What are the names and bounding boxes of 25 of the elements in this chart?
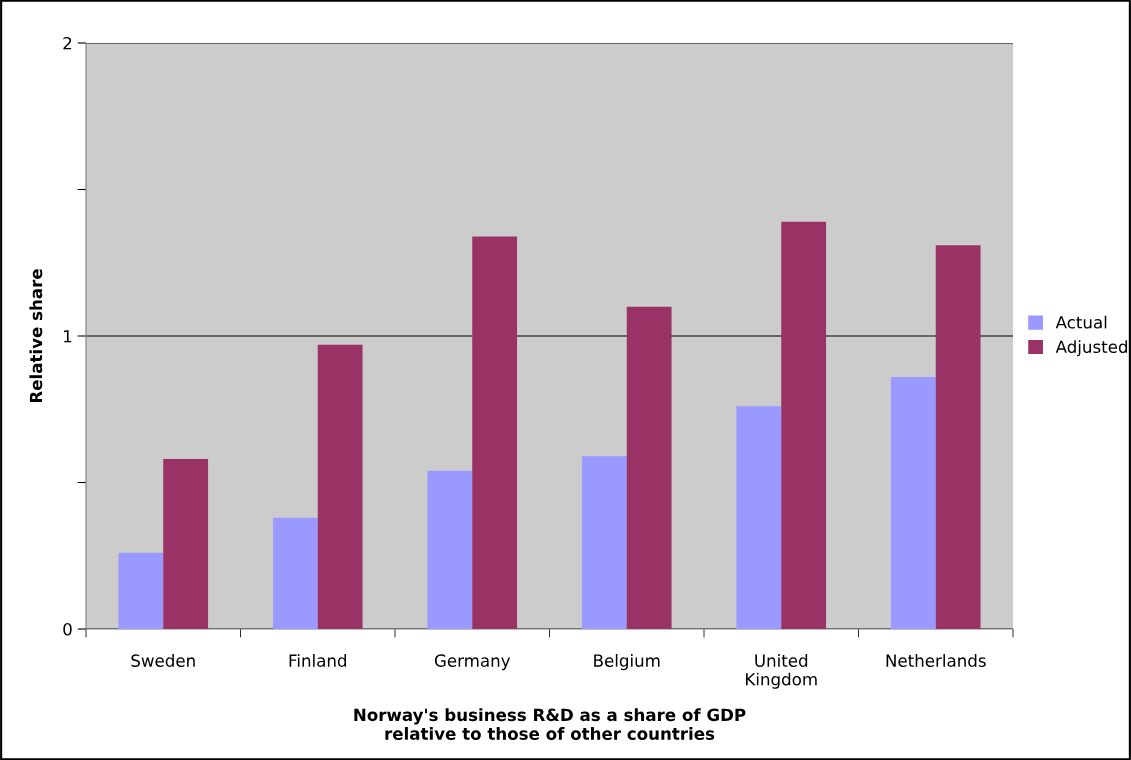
bar (272, 517, 318, 629)
bar (427, 470, 473, 629)
bar (890, 377, 936, 629)
x-axis-title: Norway's business R&D as a share of GDP relative to those of other countries (354, 708, 746, 740)
bar (935, 245, 981, 629)
y-tick-label: 0 (63, 622, 72, 636)
x-tick-label: Sweden (131, 654, 195, 667)
x-tick-label: Netherlands (886, 654, 986, 667)
y-axis-title: Relative share (29, 269, 43, 403)
x-tick-label: Germany (434, 654, 511, 671)
x-tick-label: United Kingdom (746, 654, 817, 689)
bar (317, 344, 363, 629)
bar (626, 306, 672, 629)
bar (581, 456, 627, 629)
bar (781, 221, 827, 629)
bar (118, 552, 164, 629)
y-tick-label: 1 (64, 330, 72, 343)
y-tick-label: 2 (63, 36, 72, 50)
bar (472, 236, 518, 629)
x-tick-label: Finland (289, 654, 347, 667)
legend-label: Actual (1055, 315, 1107, 329)
x-tick-label: Belgium (594, 654, 660, 671)
legend-label: Adjusted (1055, 340, 1128, 357)
bar (736, 406, 782, 629)
bar (163, 459, 209, 629)
